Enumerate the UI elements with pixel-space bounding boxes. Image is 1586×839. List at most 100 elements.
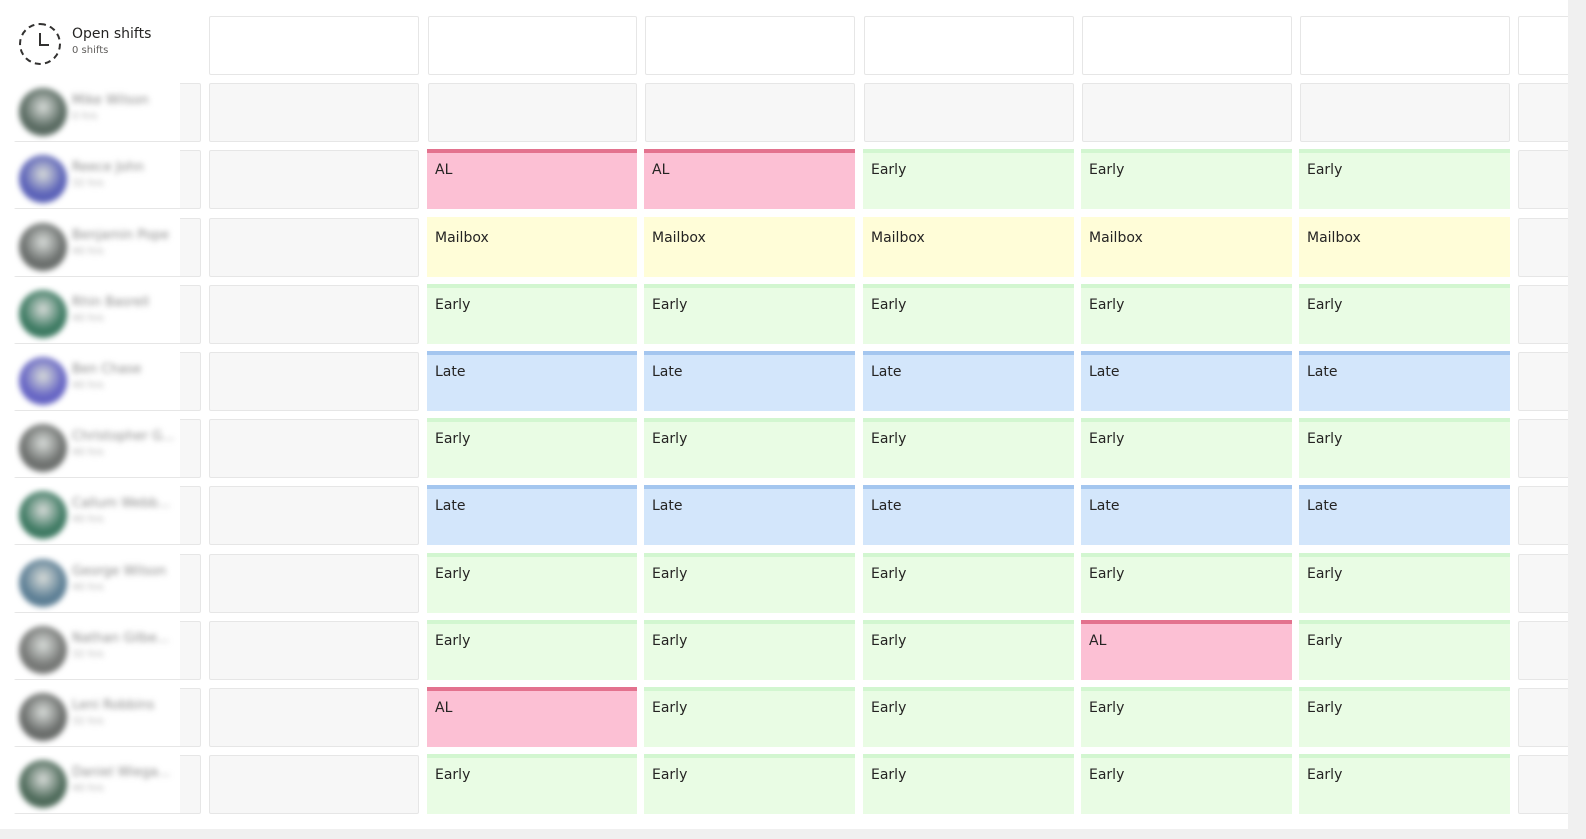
schedule-slot[interactable]	[1518, 688, 1568, 747]
shift-card[interactable]: Late	[1299, 485, 1510, 545]
shift-card[interactable]: Late	[427, 485, 637, 545]
shift-card[interactable]: Early	[863, 284, 1074, 344]
schedule-slot[interactable]	[1518, 419, 1568, 478]
shift-card[interactable]: Early	[1081, 553, 1292, 613]
member-name: Leni Robbins	[72, 698, 155, 713]
shift-card[interactable]: Early	[427, 754, 637, 814]
shift-card[interactable]: Early	[863, 687, 1074, 747]
open-shift-slot[interactable]	[645, 16, 855, 75]
shift-card[interactable]: Early	[1299, 284, 1510, 344]
shift-card[interactable]: Late	[644, 351, 855, 411]
member-card[interactable]: Benjamin Pope 40 hrs	[14, 218, 180, 276]
shift-card[interactable]: Early	[1299, 754, 1510, 814]
shift-card[interactable]: Early	[863, 620, 1074, 680]
shift-card[interactable]: Early	[427, 620, 637, 680]
schedule-slot[interactable]	[864, 83, 1074, 142]
schedule-slot[interactable]	[209, 419, 419, 478]
shift-card[interactable]: AL	[427, 687, 637, 747]
schedule-slot[interactable]	[209, 218, 419, 277]
schedule-slot[interactable]	[209, 688, 419, 747]
open-shift-slot[interactable]	[864, 16, 1074, 75]
open-shift-slot[interactable]	[1082, 16, 1292, 75]
schedule-slot[interactable]	[1518, 83, 1568, 142]
shift-card[interactable]: Early	[644, 620, 855, 680]
schedule-slot[interactable]	[1518, 285, 1568, 344]
shift-card[interactable]: Late	[863, 351, 1074, 411]
shift-card[interactable]: Late	[1299, 351, 1510, 411]
shift-card[interactable]: Early	[644, 754, 855, 814]
member-card[interactable]: Mike Wilson 0 hrs	[14, 83, 180, 141]
schedule-slot[interactable]	[428, 83, 637, 142]
shift-label: Late	[871, 364, 902, 380]
shift-card[interactable]: Early	[1299, 418, 1510, 478]
shift-card[interactable]: Late	[1081, 485, 1292, 545]
shift-card[interactable]: AL	[644, 149, 855, 209]
shift-card[interactable]: Mailbox	[1299, 217, 1510, 277]
schedule-slot[interactable]	[1518, 218, 1568, 277]
schedule-slot[interactable]	[209, 150, 419, 209]
schedule-slot[interactable]	[1518, 486, 1568, 545]
shift-card[interactable]: Early	[1299, 687, 1510, 747]
schedule-slot[interactable]	[1518, 755, 1568, 814]
schedule-slot[interactable]	[1518, 150, 1568, 209]
avatar	[19, 626, 67, 674]
shift-card[interactable]: Early	[1081, 754, 1292, 814]
shift-card[interactable]: Early	[1081, 284, 1292, 344]
shift-card[interactable]: Early	[427, 553, 637, 613]
member-card[interactable]: Reece John 32 hrs	[14, 150, 180, 208]
schedule-slot[interactable]	[1082, 83, 1292, 142]
shift-card[interactable]: Early	[863, 553, 1074, 613]
open-shift-slot[interactable]	[209, 16, 419, 75]
schedule-slot[interactable]	[209, 83, 419, 142]
open-shift-slot[interactable]	[1300, 16, 1510, 75]
shift-card[interactable]: Early	[644, 553, 855, 613]
shift-card[interactable]: Mailbox	[644, 217, 855, 277]
shift-card[interactable]: Early	[1081, 418, 1292, 478]
shift-card[interactable]: Early	[1081, 149, 1292, 209]
member-card[interactable]: Callum Webb... 40 hrs	[14, 486, 180, 544]
shift-card[interactable]: Early	[427, 418, 637, 478]
shift-card[interactable]: Mailbox	[863, 217, 1074, 277]
shift-card[interactable]: Late	[1081, 351, 1292, 411]
member-card[interactable]: Christopher G... 40 hrs	[14, 419, 180, 477]
shift-card[interactable]: Late	[427, 351, 637, 411]
schedule-slot[interactable]	[209, 621, 419, 680]
shift-card[interactable]: Mailbox	[1081, 217, 1292, 277]
member-card[interactable]: George Wilson 40 hrs	[14, 554, 180, 612]
shift-card[interactable]: Early	[1299, 620, 1510, 680]
shift-card[interactable]: Early	[1299, 553, 1510, 613]
shift-card[interactable]: Early	[863, 754, 1074, 814]
member-card[interactable]: Rhin Basrell 40 hrs	[14, 285, 180, 343]
shift-card[interactable]: Early	[644, 687, 855, 747]
schedule-slot[interactable]	[645, 83, 855, 142]
shift-card[interactable]: Early	[644, 284, 855, 344]
shift-card[interactable]: Late	[644, 485, 855, 545]
schedule-slot[interactable]	[1300, 83, 1510, 142]
shift-card[interactable]: AL	[1081, 620, 1292, 680]
schedule-slot[interactable]	[209, 285, 419, 344]
shift-card[interactable]: Late	[863, 485, 1074, 545]
open-shift-slot[interactable]	[1518, 16, 1568, 75]
avatar	[19, 693, 67, 741]
member-card[interactable]: Leni Robbins 32 hrs	[14, 688, 180, 746]
member-card[interactable]: Daniel Wiega... 40 hrs	[14, 755, 180, 813]
schedule-slot[interactable]	[1518, 554, 1568, 613]
open-shift-slot[interactable]	[428, 16, 637, 75]
schedule-slot[interactable]	[209, 352, 419, 411]
shift-card[interactable]: Early	[427, 284, 637, 344]
shift-card[interactable]: Early	[1299, 149, 1510, 209]
shift-card[interactable]: AL	[427, 149, 637, 209]
shift-card[interactable]: Early	[863, 149, 1074, 209]
shift-card[interactable]: Early	[644, 418, 855, 478]
schedule-slot[interactable]	[209, 554, 419, 613]
member-card[interactable]: Ben Chase 40 hrs	[14, 352, 180, 410]
schedule-slot[interactable]	[1518, 621, 1568, 680]
shift-card[interactable]: Early	[1081, 687, 1292, 747]
schedule-slot[interactable]	[209, 486, 419, 545]
shift-label: Mailbox	[871, 230, 925, 246]
shift-card[interactable]: Early	[863, 418, 1074, 478]
shift-card[interactable]: Mailbox	[427, 217, 637, 277]
member-card[interactable]: Nathan Gilbe... 32 hrs	[14, 621, 180, 679]
schedule-slot[interactable]	[209, 755, 419, 814]
schedule-slot[interactable]	[1518, 352, 1568, 411]
